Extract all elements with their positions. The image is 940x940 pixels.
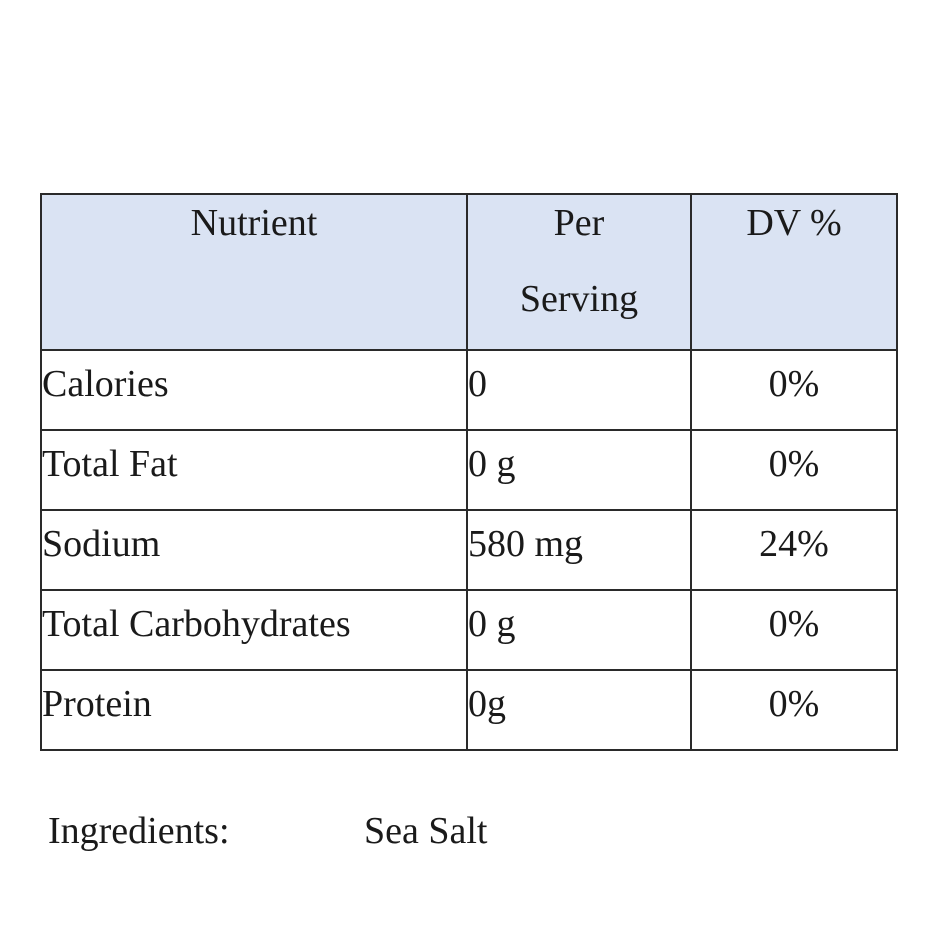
table-row: Total Carbohydrates 0 g 0% bbox=[40, 589, 898, 671]
per-serving-cell: 0 g bbox=[466, 429, 692, 511]
per-serving-cell: 0 g bbox=[466, 589, 692, 671]
dv-value: 0% bbox=[768, 363, 820, 405]
per-serving-cell: 0g bbox=[466, 669, 692, 751]
header-nutrient: Nutrient bbox=[40, 193, 468, 351]
dv-cell: 0% bbox=[690, 669, 898, 751]
per-serving-value: 0 g bbox=[468, 443, 516, 485]
header-dv-label: DV % bbox=[746, 202, 842, 244]
table-header-row: Nutrient Per Serving DV % bbox=[40, 193, 898, 351]
dv-cell: 0% bbox=[690, 429, 898, 511]
nutrition-table-container: Nutrient Per Serving DV % Calories 0 0% bbox=[40, 193, 898, 751]
header-per-serving-line1: Per bbox=[553, 202, 605, 244]
dv-cell: 24% bbox=[690, 509, 898, 591]
table-row: Calories 0 0% bbox=[40, 349, 898, 431]
per-serving-value: 0g bbox=[468, 683, 506, 725]
header-per-serving-label: Per Serving bbox=[468, 173, 690, 337]
ingredients-label: Ingredients: bbox=[48, 810, 230, 852]
nutrient-name: Protein bbox=[42, 683, 152, 725]
header-per-serving: Per Serving bbox=[466, 193, 692, 351]
nutrient-name: Total Fat bbox=[42, 443, 178, 485]
header-nutrient-label: Nutrient bbox=[190, 202, 318, 244]
nutrient-name: Sodium bbox=[42, 523, 161, 565]
per-serving-value: 0 g bbox=[468, 603, 516, 645]
dv-value: 24% bbox=[759, 523, 829, 565]
nutrient-cell: Total Fat bbox=[40, 429, 468, 511]
table-row: Protein 0g 0% bbox=[40, 669, 898, 751]
ingredients-value: Sea Salt bbox=[364, 810, 488, 852]
header-per-serving-line2: Serving bbox=[519, 278, 639, 320]
nutrient-cell: Protein bbox=[40, 669, 468, 751]
dv-value: 0% bbox=[768, 683, 820, 725]
table-row: Sodium 580 mg 24% bbox=[40, 509, 898, 591]
nutrient-cell: Sodium bbox=[40, 509, 468, 591]
nutrient-cell: Total Carbohydrates bbox=[40, 589, 468, 671]
nutrient-name: Calories bbox=[42, 363, 169, 405]
dv-value: 0% bbox=[768, 443, 820, 485]
table-row: Total Fat 0 g 0% bbox=[40, 429, 898, 511]
per-serving-value: 0 bbox=[468, 363, 487, 405]
nutrient-cell: Calories bbox=[40, 349, 468, 431]
nutrition-facts-table: Nutrient Per Serving DV % Calories 0 0% bbox=[40, 193, 898, 751]
per-serving-value: 580 mg bbox=[468, 523, 584, 565]
dv-cell: 0% bbox=[690, 589, 898, 671]
nutrient-name: Total Carbohydrates bbox=[42, 603, 351, 645]
per-serving-cell: 580 mg bbox=[466, 509, 692, 591]
per-serving-cell: 0 bbox=[466, 349, 692, 431]
dv-value: 0% bbox=[768, 603, 820, 645]
dv-cell: 0% bbox=[690, 349, 898, 431]
header-dv: DV % bbox=[690, 193, 898, 351]
